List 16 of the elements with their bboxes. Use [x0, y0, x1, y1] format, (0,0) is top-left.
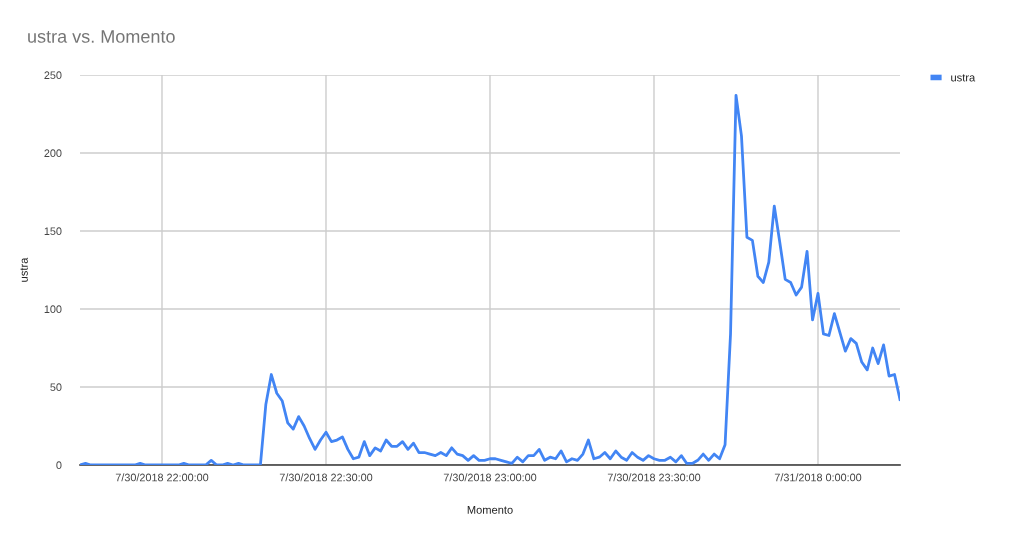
x-axis-title: Momento: [467, 506, 513, 514]
y-tick-label: 100: [44, 305, 62, 314]
y-tick-label: 50: [50, 383, 62, 392]
x-tick-label: 7/30/2018 23:30:00: [607, 473, 701, 482]
y-tick-label: 150: [44, 227, 62, 236]
x-tick-label: 7/30/2018 23:00:00: [443, 473, 537, 482]
y-tick-label: 0: [56, 461, 62, 470]
legend-label: ustra: [951, 74, 976, 82]
y-tick-label: 250: [44, 71, 62, 80]
x-tick-label: 7/31/2018 0:00:00: [774, 473, 862, 482]
x-tick-label: 7/30/2018 22:30:00: [279, 473, 373, 482]
y-axis-title: ustra: [20, 257, 28, 282]
chart-title: ustra vs. Momento: [28, 30, 175, 43]
y-tick-label: 200: [44, 149, 62, 158]
line-series: [80, 93, 900, 465]
x-tick-label: 7/30/2018 22:00:00: [115, 473, 209, 482]
